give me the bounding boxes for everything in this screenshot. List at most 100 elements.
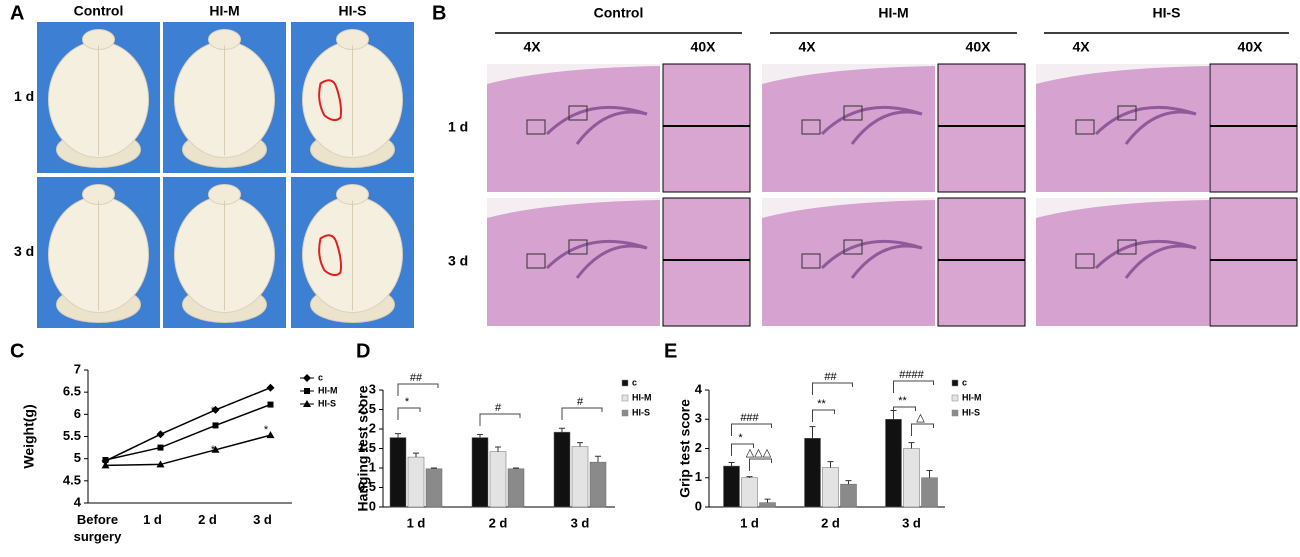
y-tick-label: 4.5 [63,472,81,487]
legend-swatch [621,394,629,402]
y-tick-label: 7 [74,361,81,376]
x-tick-label: 1 d [740,515,759,530]
x-tick-label-box: 3 d [253,512,272,527]
y-tick-label: 1 [695,469,702,484]
legend-swatch [951,379,959,387]
row-label: 1 d [14,88,34,104]
significance-bracket [812,382,853,395]
series-line [105,403,271,461]
annotation: # [577,396,584,408]
hippocampus [1094,105,1197,145]
data-point [212,422,219,429]
hippocampus [1094,239,1197,279]
panel-label: E [664,340,677,362]
bar [425,468,443,508]
x-tick-label-box: 1 d [143,512,162,527]
data-point [266,383,275,392]
annotation: △ [916,412,925,424]
error-bar [431,467,437,469]
bar [903,448,920,508]
legend-label: c [632,377,637,387]
x-tick-label: 2 d [198,512,217,527]
row-label: 1 d [448,119,468,135]
data-point [156,430,165,439]
bar [471,437,489,508]
error-bar [926,469,933,478]
legend-label: HI-M [318,385,338,395]
roi-box [1117,239,1137,255]
x-tick-label-box: 2 d [198,512,217,527]
error-bar [764,498,771,503]
annotation: # [495,402,502,414]
roi-box [1117,105,1137,121]
legend-marker [304,388,310,394]
magnification: 40X [966,39,992,55]
row-label: 3 d [14,243,34,259]
x-tick-label: 3 d [902,515,921,530]
error-bar [908,442,915,449]
magnification: 40X [1238,39,1264,55]
y-axis-label: Hanging test score [355,385,371,511]
legend-marker [303,400,311,407]
section-40x [1209,197,1298,327]
section-40x [1209,63,1298,193]
legend-label: c [962,377,967,387]
annotation: * [211,405,216,417]
infarct-outline [318,234,342,277]
y-tick-label: 1.5 [358,440,376,455]
data-point [157,444,164,451]
legend-label: HI-S [318,398,336,408]
roi-box [843,105,863,121]
roi-box [526,119,546,135]
error-bar [395,433,401,438]
data-point [101,461,110,469]
bar [840,483,857,508]
magnification: 40X [691,39,717,55]
annotation: ** [817,398,826,410]
legend-swatch [621,409,629,417]
tissue [487,200,660,326]
bar [885,419,902,508]
error-bar [827,461,834,468]
magnification: 4X [523,39,541,55]
significance-bracket [893,380,934,393]
roi-box [526,253,546,269]
x-tick-label: 1 d [143,512,162,527]
error-bar [513,467,519,469]
x-tick-label: Before surgery [73,512,122,544]
bar [589,461,607,508]
x-tick-label: 1 d [407,515,426,530]
data-point [211,445,220,453]
annotation: #### [899,369,924,381]
data-point [156,460,165,468]
bar [822,467,839,508]
significance-bracket [812,409,835,422]
group-heading: HI-M [878,5,908,21]
roi-box [568,105,588,121]
significance-bracket [731,423,772,436]
roi-box [801,253,821,269]
error-bar [495,446,501,452]
infarct-outline [318,79,342,122]
x-tick-label-box: Before surgery [73,512,122,544]
bar [407,456,425,508]
y-tick-label: 3 [369,381,376,396]
roi-box [568,239,588,255]
error-bar [559,427,565,433]
bar [723,465,740,508]
bar [741,477,758,508]
roi-box [1075,119,1095,135]
y-tick-label: 6.5 [63,384,81,399]
bar [553,431,571,508]
series-line [105,387,271,462]
annotation: * [405,396,410,408]
section-40x [937,197,1026,327]
panel-label: C [10,340,24,362]
y-tick-label: 2.5 [358,401,376,416]
data-point [266,431,275,439]
row-label: 3 d [448,253,468,269]
annotation: ** [898,395,907,407]
tissue [1036,66,1209,192]
y-tick-label: 5 [74,450,81,465]
